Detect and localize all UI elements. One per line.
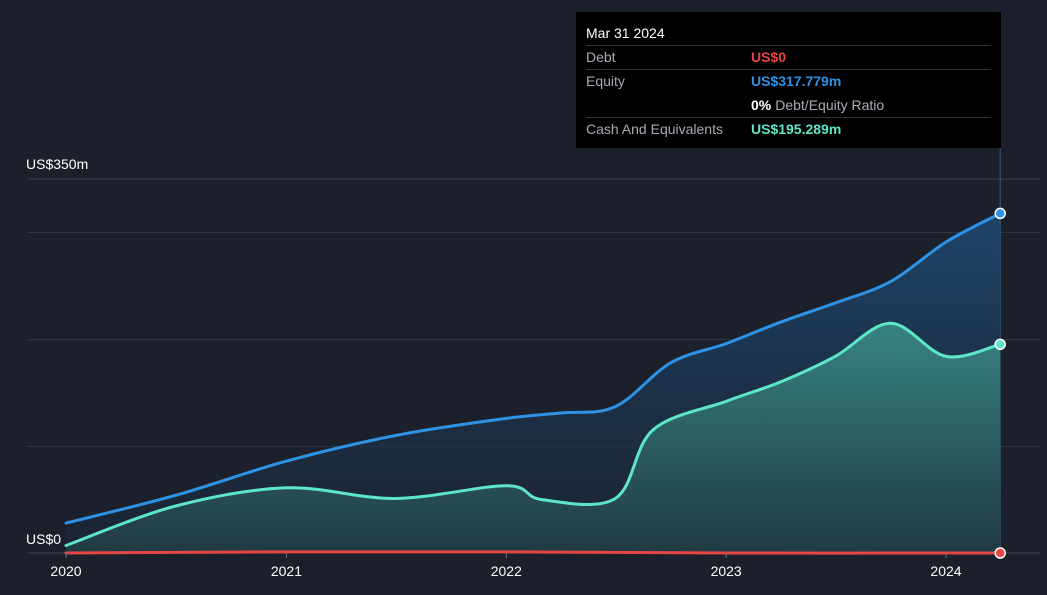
tooltip-value: US$195.289m — [751, 121, 842, 137]
debt-end-marker — [994, 547, 1006, 559]
y-axis-label-bottom: US$0 — [26, 531, 61, 547]
cash-area — [66, 323, 1001, 553]
debt-line — [64, 550, 1002, 555]
y-axis-label-top: US$350m — [26, 156, 88, 172]
x-tick-label: 2023 — [711, 563, 742, 579]
tooltip-ratio-label: Debt/Equity Ratio — [775, 97, 885, 113]
cash-line — [64, 321, 1002, 547]
x-tick-label: 2020 — [50, 563, 81, 579]
tooltip-value: US$0 — [751, 49, 787, 65]
tooltip-label: Equity — [586, 73, 625, 89]
tooltip-row-equity: Equity US$317.779m — [586, 69, 991, 92]
tooltip-label: Debt — [586, 49, 616, 65]
tooltip-value: US$317.779m — [751, 73, 842, 89]
series-lines — [64, 211, 1002, 555]
x-tick-label: 2021 — [271, 563, 302, 579]
equity-line — [64, 211, 1002, 525]
tooltip-ratio-value: 0% — [751, 97, 772, 113]
axis-labels: US$350m US$0 2020 2021 2022 2023 2024 — [26, 156, 962, 579]
tooltip-row-debt: Debt US$0 — [586, 45, 991, 68]
series-markers — [994, 207, 1006, 559]
tooltip-row-cash: Cash And Equivalents US$195.289m — [586, 117, 991, 140]
tooltip-date: Mar 31 2024 — [586, 25, 665, 41]
tooltip-panel: Mar 31 2024 Debt US$0 Equity US$317.779m… — [576, 12, 1001, 148]
equity-end-marker — [994, 207, 1006, 220]
x-tick-label: 2022 — [491, 563, 522, 579]
tooltip-row-ratio: 0% Debt/Equity Ratio — [586, 93, 991, 116]
x-tick-label: 2024 — [930, 563, 961, 579]
tooltip-label: Cash And Equivalents — [586, 121, 723, 137]
series-areas — [66, 213, 1001, 553]
cash-end-marker — [994, 338, 1006, 351]
